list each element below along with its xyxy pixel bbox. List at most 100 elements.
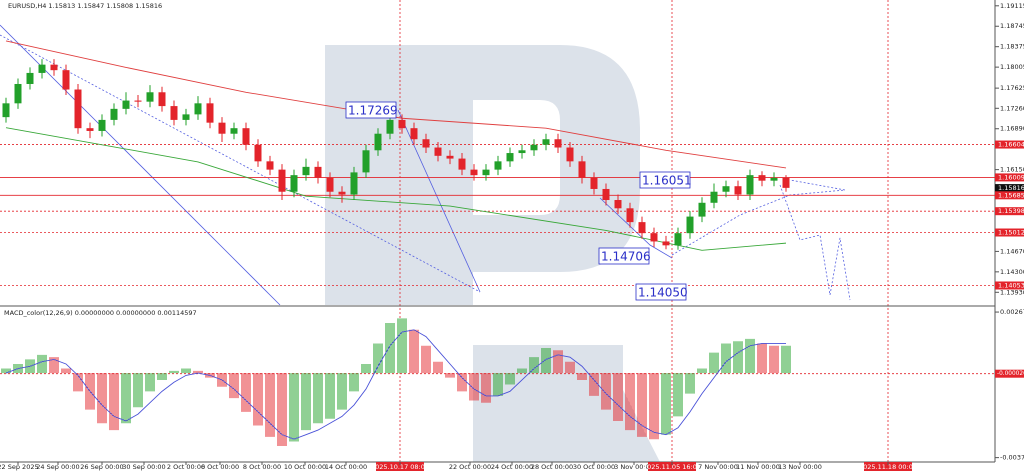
candle-body [218,122,226,134]
time-label: 2025.11.05 16:00 [643,463,701,471]
candle-body [146,92,154,102]
candle-body [134,100,142,102]
candle-body [746,175,754,195]
candle-body [434,147,442,156]
y-tick-label: 1.17625 [1000,84,1024,92]
level-tag [995,207,1024,216]
time-label: 11 Nov 00:00 [736,463,780,471]
candle-body [542,139,550,145]
candle-body [350,172,358,195]
candle-body [266,161,274,170]
candle-body [722,186,730,192]
candle-body [122,100,130,109]
annotation-box [598,247,650,265]
time-label: 28 Oct 00:00 [531,463,573,471]
candle-body [74,89,82,129]
candle-body [86,128,94,131]
candle-body [338,191,346,195]
candle-body [110,108,118,120]
candle-body [50,64,58,71]
level-label: 1.15012 [998,229,1024,237]
candle-body [386,119,394,134]
candle-body [530,144,538,151]
macd-level-tag [995,369,1024,378]
candle-body [302,166,310,176]
candle-body [326,177,334,192]
y-tick-label: 1.14300 [1000,268,1024,276]
candle-body [230,128,238,134]
candle-body [170,106,178,120]
time-label: 6 Oct 00:00 [201,463,239,471]
y-tick-label: 1.16890 [1000,125,1024,133]
watermark [325,45,660,462]
macd-level-label: -0.000026 [997,371,1024,377]
macd-title: MACD_color(12,26,9) 0.00000000 0.0000000… [4,309,197,317]
level-tag [995,228,1024,237]
candle-body [614,200,622,209]
y-tick-label: 1.18375 [1000,43,1024,51]
level-label: 1.16009 [998,173,1024,181]
level-tag [995,281,1024,290]
candle-body [578,161,586,178]
annotation: 1.17269 [348,104,398,118]
candle-body [182,114,190,120]
candle-body [422,139,430,148]
time-label: 10 Oct 00:00 [284,463,326,471]
candle-body [650,233,658,242]
y-tick-label: 1.16150 [1000,166,1024,174]
level-label: 1.15685 [998,191,1024,199]
time-label: 7 Nov 00:00 [698,463,738,471]
candle-body [290,175,298,192]
time-label: 8 Oct 00:00 [243,463,281,471]
candle-body [770,177,778,181]
annotation-box [345,101,397,119]
candle-body [26,72,34,84]
annotation-box [635,283,687,301]
candle-body [734,186,742,195]
annotation-box [639,171,691,189]
time-label: 30 Sep 00:00 [122,463,165,471]
level-tag [995,191,1024,200]
level-label: 1.15398 [998,207,1024,215]
time-label: 22 Sep 2025 [0,463,39,471]
candle-body [446,155,454,159]
candle-body [242,128,250,145]
candle-body [662,241,670,246]
candle-body [554,139,562,148]
time-markers [399,0,889,462]
annotation: 1.16051 [642,174,692,188]
time-label: 2025.11.18 00:00 [859,463,917,471]
candle-body [482,169,490,176]
level-label: 1.15816 [998,184,1024,192]
candle-body [782,177,790,188]
candle-body [458,158,466,170]
level-label: 1.14053 [998,281,1024,289]
candle-body [206,103,214,123]
candle-body [362,150,370,173]
time-tag [864,462,912,471]
candle-body [590,177,598,189]
candle-body [62,70,70,90]
time-label: 26 Sep 00:00 [80,463,123,471]
candle-body [314,166,322,178]
time-label: 2025.10.17 08:00 [371,463,429,471]
macd-tick-label: -0.003708 [1000,454,1024,462]
time-tag [648,462,696,471]
candle-body [98,119,106,131]
candle-body [470,169,478,176]
annotation: 1.14706 [601,250,651,264]
candle-body [38,64,46,73]
level-tag [995,184,1024,193]
moving-average [5,127,787,251]
candle-body [2,103,10,118]
macd-signal [5,329,786,440]
candle-body [374,133,382,151]
time-label: 13 Nov 00:00 [778,463,822,471]
candle-body [158,92,166,107]
candle-body [14,83,22,104]
candle-body [194,103,202,115]
time-label: 3 Nov 00:00 [614,463,654,471]
y-tick-label: 1.13930 [1000,288,1024,296]
candle-body [278,169,286,192]
